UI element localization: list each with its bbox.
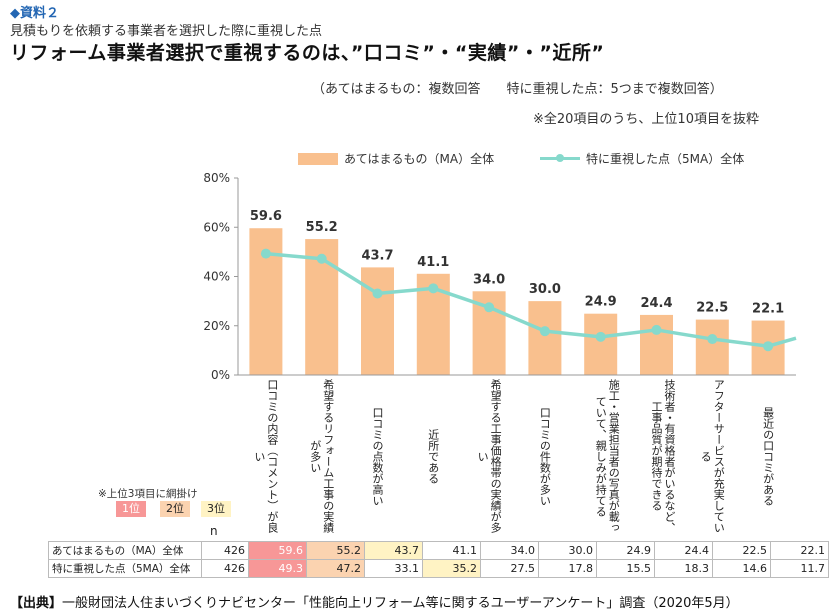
table-cell: 35.2 — [422, 559, 481, 578]
n-header: n — [210, 524, 218, 538]
table-row: あてはまるもの（MA）全体 426 59.6 55.2 43.7 41.1 34.0 30.0… — [48, 541, 829, 560]
table-cell: 14.6 — [712, 559, 771, 578]
table-cell: 41.1 — [422, 541, 481, 560]
category-label: 希望するリフォーム工事の実績が多い — [308, 379, 335, 533]
y-tick-label: 40% — [203, 270, 230, 284]
table-cell: 55.2 — [306, 541, 365, 560]
table-cell: 30.0 — [538, 541, 597, 560]
legend-line-item: 特に重視した点（5MA）全体 — [540, 150, 744, 167]
category-label: 最近の口コミがある — [761, 406, 775, 506]
bar-value-label: 30.0 — [529, 282, 561, 297]
table-cell: 17.8 — [538, 559, 597, 578]
bar-value-label: 24.4 — [640, 296, 672, 311]
table-cell: 15.5 — [596, 559, 655, 578]
line-point — [428, 283, 439, 294]
table-cell: 34.0 — [480, 541, 539, 560]
table-cell: 47.2 — [306, 559, 365, 578]
legend-bar-swatch — [298, 152, 338, 165]
rank-1-legend: 1位 — [116, 501, 146, 517]
answer-type-note: （あてはまるもの：複数回答 特に重視した点：5つまで複数回答） — [312, 82, 723, 97]
legend-line-label: 特に重視した点（5MA）全体 — [586, 152, 745, 166]
line-point — [260, 248, 271, 259]
source-text: 一般財団法人住まいづくりナビセンター「性能向上リフォーム等に関するユーザーアンケ… — [62, 596, 739, 611]
bar-value-label: 55.2 — [306, 220, 338, 235]
bar — [640, 314, 673, 375]
data-table: あてはまるもの（MA）全体 426 59.6 55.2 43.7 41.1 34.0 30.0… — [48, 541, 829, 578]
chart-plot: 0% 20% 40% 60% 80% 59.6 55.2 43.7 41.1 34.0 30.0 2… — [203, 171, 797, 382]
y-tick-label: 80% — [203, 171, 230, 185]
extract-note: ※全20項目のうち、上位10項目を抜粋 — [533, 112, 759, 127]
row-n: 426 — [201, 541, 249, 560]
line-point — [539, 326, 550, 337]
table-cell: 24.9 — [596, 541, 655, 560]
chart-subtitle: 見積もりを依頼する事業者を選択した際に重視した点 — [10, 24, 323, 39]
table-cell: 27.5 — [480, 559, 539, 578]
y-tick-label: 0% — [211, 368, 230, 382]
table-cell: 22.5 — [712, 541, 771, 560]
line-point — [316, 253, 327, 264]
row-n: 426 — [201, 559, 249, 578]
bar — [584, 313, 618, 375]
table-cell: 22.1 — [770, 541, 829, 560]
rank-shading-note: ※上位3項目に網掛け — [98, 488, 198, 500]
source-note: 【出典】一般財団法人住まいづくりナビセンター「性能向上リフォーム等に関するユーザ… — [10, 592, 739, 611]
table-cell: 33.1 — [364, 559, 423, 578]
category-label: 希望する工事価格帯の実績が多い — [476, 379, 503, 533]
bar — [361, 267, 394, 375]
line-point — [763, 341, 774, 352]
line-point — [651, 324, 662, 335]
row-label: あてはまるもの（MA）全体 — [48, 541, 202, 560]
line-point — [595, 331, 606, 342]
category-label: 口コミの点数が高い — [371, 406, 384, 506]
line-point — [707, 334, 718, 345]
table-cell: 11.7 — [770, 559, 829, 578]
category-label: 近所である — [426, 428, 440, 484]
legend-bar-item: あてはまるもの（MA）全体 — [298, 150, 494, 167]
bar-value-label: 22.1 — [752, 302, 784, 317]
category-label: 技術者・有資格者がいるなど、工事品質が期待できる — [650, 379, 676, 533]
rank-3-legend: 3位 — [201, 501, 231, 517]
category-label: アフターサービスが充実している — [699, 379, 726, 533]
category-label: 口コミの内容（コメント）が良い — [252, 379, 279, 533]
category-label: 施工・営業担当者の写真が載っていて、親しみが持てる — [594, 379, 621, 533]
row-label: 特に重視した点（5MA）全体 — [48, 559, 202, 578]
y-tick-label: 20% — [203, 319, 230, 333]
bar-value-label: 41.1 — [417, 255, 449, 270]
bar-value-label: 34.0 — [473, 272, 505, 287]
bar — [528, 301, 562, 375]
bar-value-label: 22.5 — [696, 301, 728, 316]
bar-value-label: 43.7 — [361, 248, 393, 263]
table-row: 特に重視した点（5MA）全体 426 49.3 47.2 33.1 35.2 27.5 17.… — [48, 559, 829, 578]
line-point — [372, 288, 383, 299]
table-cell: 59.6 — [248, 541, 307, 560]
table-cell: 18.3 — [654, 559, 713, 578]
bar-value-label: 24.9 — [585, 295, 617, 310]
y-tick-label: 60% — [203, 220, 230, 234]
legend-line-swatch — [540, 154, 580, 162]
legend-bar-label: あてはまるもの（MA）全体 — [344, 152, 495, 166]
table-cell: 43.7 — [364, 541, 423, 560]
category-label: 口コミの件数が多い — [538, 406, 552, 506]
chart-title: リフォーム事業者選択で重視するのは、”口コミ”・“実績”・”近所” — [10, 42, 605, 64]
document-tag: ◆資料２ — [10, 6, 59, 21]
rank-2-legend: 2位 — [160, 501, 190, 517]
line-point — [484, 302, 495, 313]
bar-value-label: 59.6 — [250, 209, 282, 224]
source-prefix: 【出典】 — [10, 596, 63, 611]
bar — [695, 319, 729, 375]
table-cell: 24.4 — [654, 541, 713, 560]
table-cell: 49.3 — [248, 559, 307, 578]
